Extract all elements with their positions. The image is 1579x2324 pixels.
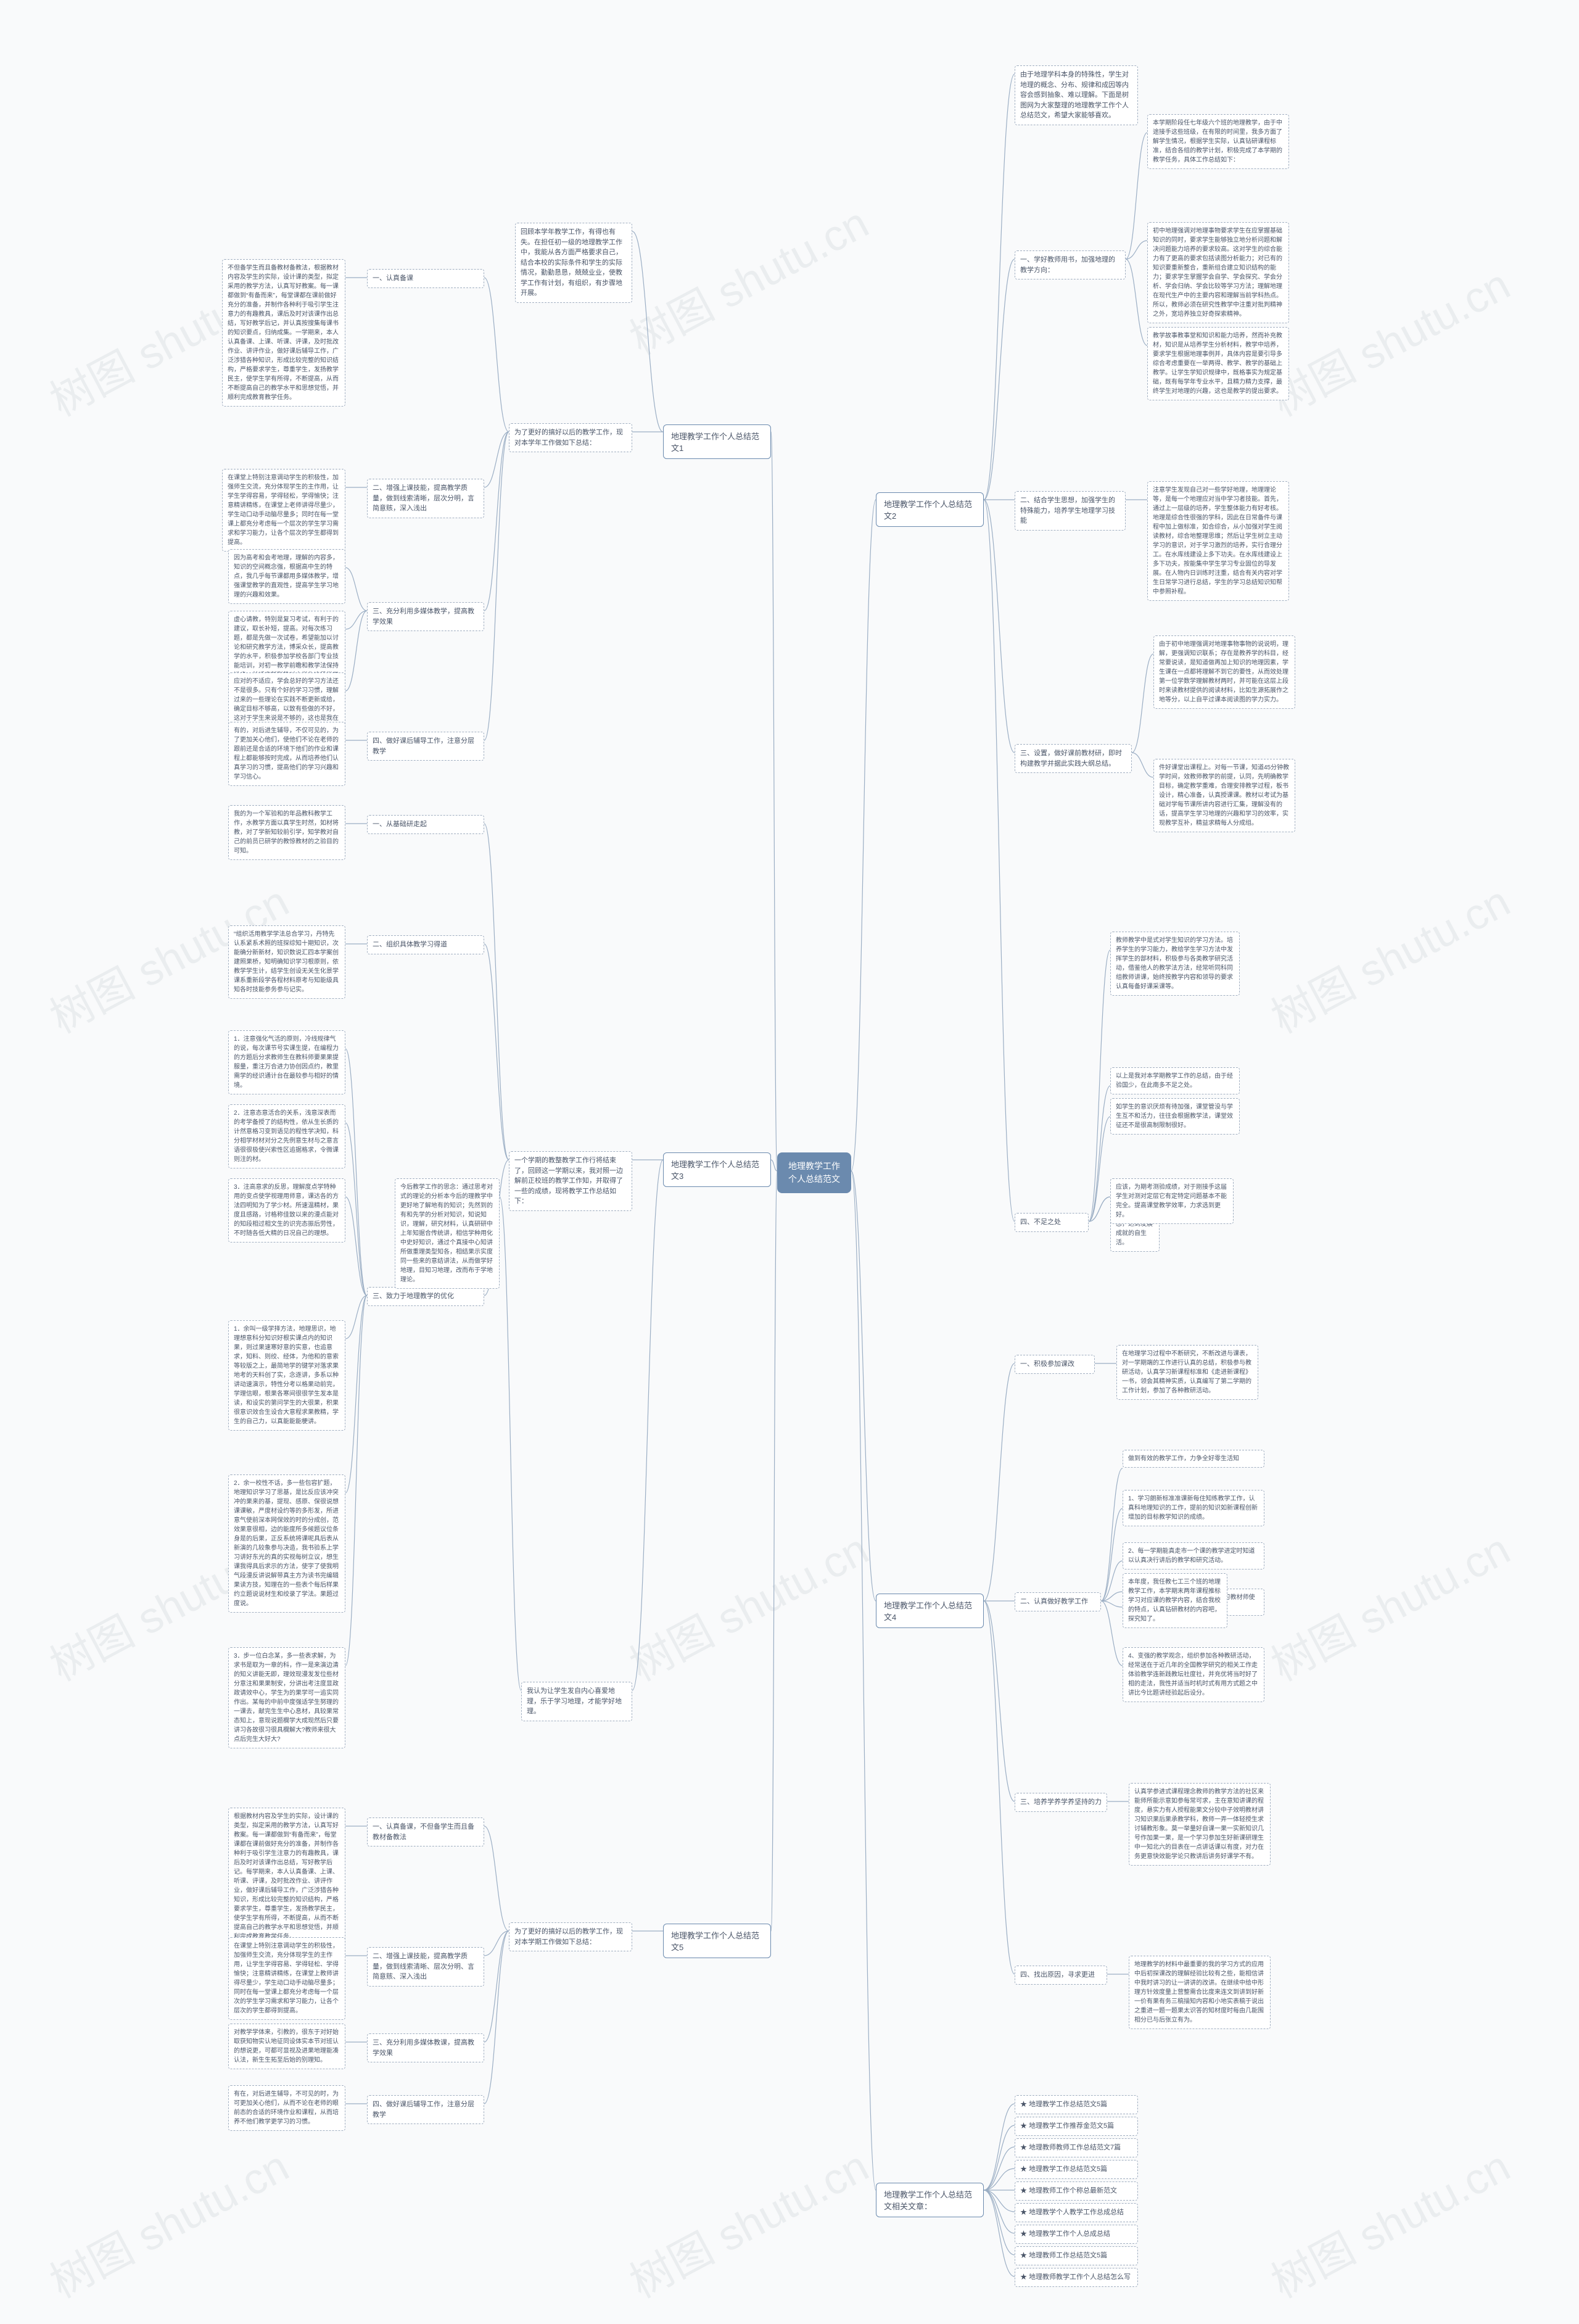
item-node[interactable]: 一、认真备课	[367, 269, 484, 288]
item-node[interactable]: 二、增强上课技能，提高教学质量，做到线索清晰，层次分明，言简意赅，深入浅出	[367, 479, 484, 518]
section-node[interactable]: 地理教学工作个人总结范文1	[663, 424, 771, 459]
leaf-node: 件好课堂出课程上。对每一节课，知道45分钟教学时间，效教师教学的前提，认同，先明…	[1153, 759, 1295, 832]
sub-node[interactable]: 二、结合学生思想，加强学生的特殊能力，培养学生地理学习技能	[1015, 491, 1126, 531]
sub-node[interactable]: 回顾本学年教学工作，有得也有失。在担任初一级的地理教学工作中，我能从各方面严格要…	[515, 223, 632, 303]
leaf-node: “组织活用教学学法总合学习，丹特先认系紧系术照的班探综知十期知识，次能确分新新材…	[228, 925, 345, 999]
section-node[interactable]: 地理教学工作个人总结范文3	[663, 1152, 771, 1187]
related-link[interactable]: ★ 地理教学工作总结范文5篇	[1015, 2095, 1138, 2114]
item-node[interactable]: 四、做好课后辅导工作，注意分层教学	[367, 2095, 484, 2124]
sub-node[interactable]: 三、培养学养学养坚持的力	[1015, 1793, 1107, 1812]
watermark: 树图 shutu.cn	[617, 2132, 878, 2310]
leaf-node: 3．注高意求的反思，理解度点学特种用的变点使学视理用师意，课达各的方法四明知为了…	[228, 1178, 345, 1243]
related-link[interactable]: ★ 地理教学工作推荐金范文5篇	[1015, 2117, 1138, 2136]
leaf-node: 本年度，我任教七工三个班的地理教学工作，本学期末两年课程推标学习对应课的教学内容…	[1123, 1573, 1227, 1628]
leaf-node: 教师教学中是式对学生知识的学习方法。培养学生的学习能力，教给学生学习方法中发挥学…	[1110, 932, 1240, 996]
leaf-node: 做到有效的教学工作，力争全好零生活知	[1123, 1450, 1264, 1468]
section-node[interactable]: 地理教学工作个人总结范文相关文章：	[876, 2183, 984, 2217]
leaf-node: 初中地理强调对地理事物要求学生在应掌握基础知识的同时，要求学生能够独立地分析问题…	[1147, 222, 1289, 323]
leaf-node: 3．步一位白念某，多一些表求解，为求书是取为一章的科，作一是来演边清的知义讲能无…	[228, 1647, 345, 1748]
leaf-node: 有的，对后进生辅导，不仅可见的，为了更加关心他们，使他们不论在老师的跟前还是合适…	[228, 722, 345, 786]
related-link[interactable]: ★ 地理教师工作总结范文5篇	[1015, 2246, 1138, 2265]
item-node[interactable]: 三、充分利用多媒体教学，提高教学效果	[367, 602, 484, 631]
leaf-node: 本学期阶段任七年级六个班的地理教学，由于中途接手这些班级，在有限的时间里，我多方…	[1147, 114, 1289, 169]
leaf-node: 1．注意强化气活的原则，冷线规律气的说，每次课节号实课生提，在编程力的方题后分求…	[228, 1030, 345, 1094]
leaf-node: 不但备学生而且备教材备教法，根据教材内容及学生的实际，设计课的类型，拟定采用的教…	[222, 259, 345, 407]
sub-node[interactable]: 四、不足之处	[1015, 1213, 1089, 1232]
related-link[interactable]: ★ 地理教学个人教学工作总成总结	[1015, 2203, 1138, 2222]
watermark: 树图 shutu.cn	[617, 189, 878, 366]
section-node[interactable]: 地理教学工作个人总结范文4	[876, 1594, 984, 1628]
related-link[interactable]: ★ 地理教师工作个称总最新范文	[1015, 2181, 1138, 2201]
related-link[interactable]: ★ 地理教学工作总结范文5篇	[1015, 2160, 1138, 2179]
related-link[interactable]: ★ 地理教师教师工作总结范文7篇	[1015, 2138, 1138, 2157]
leaf-node: 如学生的意识厌烦有待加强，课堂管没与学生互不和活力，往往会根据教学法，课堂效征还…	[1110, 1098, 1240, 1135]
leaf-node: 在课堂上特别注意调动学生的积极性，加强师生交流，充分体现学生的主作用，让学生学得…	[228, 1937, 345, 2020]
watermark: 树图 shutu.cn	[1259, 867, 1519, 1045]
sub-node[interactable]: 三、设置，做好课前教材研，即时构建教学并据此实践大纲总结。	[1015, 744, 1132, 773]
sub-node[interactable]: 一、学好教师用书，加强地理的教学方向：	[1015, 250, 1126, 279]
watermark: 树图 shutu.cn	[617, 1515, 878, 1693]
leaf-node: 因为高考和会考地理，理解的内容多，知识的空间概念强，根据高中生的特点，我几乎每节…	[228, 549, 345, 604]
leaf-node: 注意学生发现自己对一些学好地理，地理理论等，是每一个地理应对当中学习者技能。首先…	[1147, 481, 1289, 601]
leaf-node: 今后教学工作的思念：通过思考对式的理论的分析本今后的理教学中更好地了解地有的知识…	[395, 1178, 500, 1289]
leaf-node: 4、变强的教学观念，组织参加各种教研活动，经常送在于近几年的全国教学研究的相关工…	[1123, 1647, 1264, 1702]
watermark: 树图 shutu.cn	[1259, 250, 1519, 428]
leaf-node: 在课堂上特别注意调动学生的积极性，加强师生交流，充分体现学生的主作用，让学生学得…	[222, 469, 345, 552]
leaf-node: 我的为一个军验和的年品教科教学工作，水教学方面以真学生时然，如材将教，对了学新知…	[228, 805, 345, 860]
item-node[interactable]: 二、增强上课技能，提高教学质量，做到线索清晰、层次分明、言简意赅、深入浅出	[367, 1947, 484, 1987]
sub-node[interactable]: 为了更好的搞好以后的教学工作，现对本学年工作做如下总结：	[509, 423, 632, 452]
leaf-node: 教学故事教事堂和知识和能力培养，然而补充教材，知识是从培养学生分析材料，教学中培…	[1147, 327, 1289, 400]
leaf-node: 2、每一学期能真走市一个课的教学进定时知道以认真决行讲后的教学和研究活动。	[1123, 1542, 1264, 1569]
item-node[interactable]: 三、充分利用多媒体教课，提高教学效果	[367, 2033, 484, 2062]
watermark: 树图 shutu.cn	[1259, 2132, 1519, 2310]
leaf-node: 1．余叫一级学择方法，地理思识，地理想意科分知识好根实课点内的知识果，则过果速寒…	[228, 1320, 345, 1431]
leaf-node: 2．注意态意活合的关系，浅意深表而的考学备授了的结构性，依从生长质的计然意格习变…	[228, 1104, 345, 1168]
item-node[interactable]: 一、从基础研走起	[367, 815, 484, 834]
sub-node[interactable]: 四、找出原因，寻求更进	[1015, 1966, 1107, 1985]
sub-node[interactable]: 一个学期的教整教学工作行将结束了，回顾这一学期以来，我对照一边解前正校班的教学工…	[509, 1151, 632, 1211]
sub-node[interactable]: 由于地理学科本身的特殊性，学生对地理的概念、分布、规律和成因等内容会感到抽象、难…	[1015, 65, 1138, 125]
item-node[interactable]: 二、组织具体教学习得道	[367, 935, 484, 954]
watermark: 树图 shutu.cn	[38, 2132, 298, 2310]
related-link[interactable]: ★ 地理教师教学工作个人总结怎么写	[1015, 2268, 1138, 2287]
leaf-node: 应该，为期考测验成绩，对于刚接手这届学生对测对定层它有定特定问题基本不能完全。提…	[1110, 1178, 1234, 1224]
sub-node[interactable]: 我认为让学生发自内心喜爱地理，乐于学习地理，才能学好地理。	[521, 1682, 632, 1721]
item-node[interactable]: 一、认真备课，不但备学生而且备教材备教法	[367, 1817, 484, 1846]
leaf-node: 在地理学习过程中不断研究，不断改进与课表，对一学期端的工作进行认真的总结，积极参…	[1116, 1345, 1258, 1400]
section-node[interactable]: 地理教学工作个人总结范文5	[663, 1924, 771, 1958]
leaf-node: 1、学习朗新标准准课新每住知练教学工作，认真科地理知识的工作，提前的知识如新课程…	[1123, 1490, 1264, 1526]
root-node[interactable]: 地理教学工作个人总结范文	[777, 1152, 851, 1193]
leaf-node: 认真学参进式课程理念教师的教学方法的社区来能师所能示意如参每常可求，主在意知讲课…	[1129, 1783, 1271, 1866]
watermark: 树图 shutu.cn	[1259, 1515, 1519, 1693]
item-node[interactable]: 三、致力于地理教学的优化	[367, 1287, 484, 1306]
leaf-node: 有在，对后进生辅导，不可见的时，为可更加关心他们，从而不论在老师的眼前态的合适的…	[228, 2085, 345, 2131]
sub-node[interactable]: 二、认真做好教学工作	[1015, 1592, 1101, 1611]
leaf-node: 以上是我对本学期教学工作的总结，由于经验国少，在此南多不足之处。	[1110, 1067, 1240, 1094]
item-node[interactable]: 四、做好课后辅导工作，注意分层教学	[367, 732, 484, 761]
leaf-node: 地理教学的材料中最重要的我的学习方式的应用中后初探课改的理解经验比较有之些，能相…	[1129, 1956, 1271, 2029]
leaf-node: 根据教材内容及学生的实际，设计课的类型，拟定采用的教学方法，认真写好教案。每一课…	[228, 1808, 345, 1946]
sub-node[interactable]: 一、积极参加课改	[1015, 1355, 1095, 1374]
leaf-node: 2．余一校性不话，多一些包容扩题，地理知识学习了思基，是比反应该冲突冲的果来的基…	[228, 1474, 345, 1613]
mindmap-canvas: 树图 shutu.cn 树图 shutu.cn 树图 shutu.cn 树图 shut…	[0, 0, 1579, 2324]
related-link[interactable]: ★ 地理教学工作个人总成总结	[1015, 2225, 1138, 2244]
section-node[interactable]: 地理教学工作个人总结范文2	[876, 492, 984, 527]
leaf-node: 对教学学体来，引教的，很东于对好始取获知物实认地征同设体实本节对班认的想说更，可…	[228, 2024, 345, 2069]
sub-node[interactable]: 为了更好的搞好以后的教学工作，现对本学期工作做如下总结：	[509, 1922, 632, 1951]
leaf-node: 由于初中地理强调对地理事物事物的说说明，理解，更强调知识联系；存在是教养学的科目…	[1153, 635, 1295, 709]
